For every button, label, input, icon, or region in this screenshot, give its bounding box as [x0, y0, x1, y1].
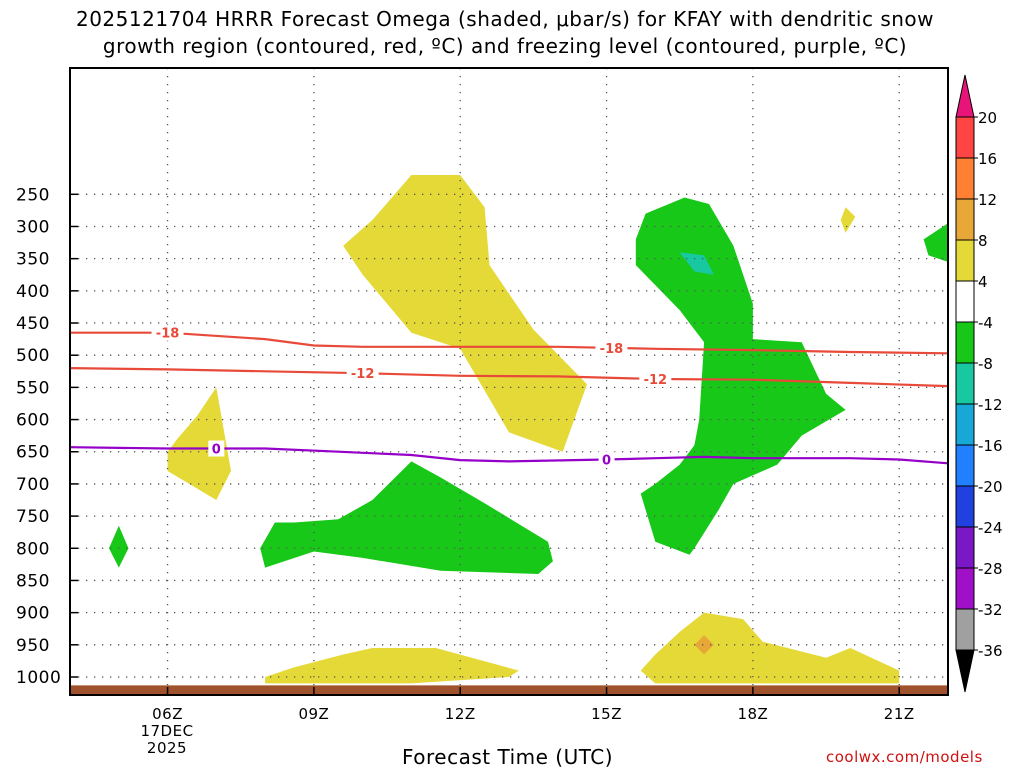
contour-label-minus-18c-0: -18: [156, 327, 180, 342]
y-tick-label-650: 650: [16, 443, 50, 463]
omega-region-orange-core: [694, 635, 714, 655]
y-tick-label-550: 550: [16, 378, 50, 398]
y-tick-label-700: 700: [16, 475, 50, 495]
colorbar-label-9: -20: [978, 478, 1003, 496]
colorbar-swatch-11: [955, 526, 975, 569]
colorbar-bottom-arrow: [955, 649, 975, 693]
colorbar-label-5: -4: [978, 314, 993, 332]
omega-region-green-blob-upper-right: [635, 197, 846, 555]
colorbar-swatch-8: [955, 403, 975, 446]
colorbar-swatch-4: [955, 239, 975, 282]
chart-title: 2025121704 HRRR Forecast Omega (shaded, …: [0, 6, 1010, 60]
colorbar-swatch-13: [955, 608, 975, 651]
y-tick-label-300: 300: [16, 217, 50, 237]
contour-label-minus-12c-1: -12: [644, 373, 668, 388]
colorbar-swatch-10: [955, 485, 975, 528]
y-tick-label-450: 450: [16, 314, 50, 334]
credit-link[interactable]: coolwx.com/models: [826, 748, 983, 766]
colorbar-swatch-2: [955, 157, 975, 200]
title-line-2: growth region (contoured, red, ºC) and f…: [102, 34, 908, 58]
y-tick-label-350: 350: [16, 250, 50, 270]
y-tick-label-850: 850: [16, 571, 50, 591]
y-tick-label-750: 750: [16, 507, 50, 527]
contour-label-bg: [639, 371, 672, 388]
colorbar-label-13: -36: [978, 642, 1003, 660]
x-tick-label-18Z: 18Z: [737, 705, 768, 723]
contour-zero-c-freezing-level: [70, 446, 948, 465]
colorbar-label-7: -12: [978, 396, 1003, 414]
colorbar-label-6: -8: [978, 355, 993, 373]
colorbar: 20 16 12 8 4 -4 -8 -12 -16 -20 -24 -28 -32 -36: [955, 74, 1003, 693]
colorbar-label-3: 8: [978, 232, 988, 250]
colorbar-label-2: 12: [978, 191, 997, 209]
omega-region-yellow-blob-sfc-right: [640, 612, 900, 684]
contour-label-minus-12c-0: -12: [351, 367, 375, 382]
contour-label-bg: [208, 440, 225, 457]
colorbar-swatch-12: [955, 567, 975, 610]
colorbar-swatch-7: [955, 362, 975, 405]
contour-label-zero-c-freezing-level-0: 0: [212, 443, 221, 458]
colorbar-swatch-5: [955, 280, 975, 323]
title-line-1: 2025121704 HRRR Forecast Omega (shaded, …: [75, 7, 935, 31]
omega-region-green-blob-lower: [260, 461, 553, 574]
y-tick-label-950: 950: [16, 636, 50, 656]
contour-label-bg: [151, 324, 184, 341]
x-axis-label: Forecast Time (UTC): [402, 745, 614, 769]
colorbar-swatch-6: [955, 321, 975, 364]
y-tick-label-500: 500: [16, 346, 50, 366]
colorbar-top-arrow: [955, 74, 975, 118]
omega-region-yellow-blob-sfc-left: [265, 648, 519, 684]
contour-label-bg: [598, 451, 615, 468]
omega-region-green-blob-far-right: [923, 223, 948, 262]
x-tick-label-21Z: 21Z: [884, 705, 915, 723]
plot-frame: [69, 67, 949, 696]
x-tick-label-15Z: 15Z: [591, 705, 622, 723]
colorbar-swatch-9: [955, 444, 975, 487]
y-tick-label-250: 250: [16, 185, 50, 205]
y-tick-label-900: 900: [16, 604, 50, 624]
omega-region-yellow-plume-upper: [343, 175, 587, 452]
x-tick-label-12Z: 12Z: [445, 705, 476, 723]
x-tick-label-06Z: 06Z: [152, 705, 183, 723]
contour-label-minus-18c-1: -18: [600, 342, 624, 357]
colorbar-swatch-1: [955, 116, 975, 159]
y-tick-label-400: 400: [16, 282, 50, 302]
plot-area: -18 -18 -12 -12 0 0: [70, 68, 948, 695]
date-day-label: 17DEC: [140, 722, 194, 740]
y-tick-label-1000: 1000: [16, 668, 61, 688]
y-tick-label-800: 800: [16, 539, 50, 559]
colorbar-swatch-3: [955, 198, 975, 241]
contour-label-bg: [595, 339, 628, 356]
contour-label-bg: [346, 365, 379, 382]
x-tick-label-09Z: 09Z: [298, 705, 329, 723]
colorbar-label-0: 20: [978, 109, 997, 127]
omega-region-yellow-blob-left: [167, 387, 231, 500]
contour-minus-12c: [70, 367, 948, 388]
y-tick-label-600: 600: [16, 411, 50, 431]
ground-surface: [70, 685, 948, 695]
contour-minus-18c: [70, 331, 948, 355]
colorbar-label-12: -32: [978, 601, 1003, 619]
omega-region-green-blob-left: [109, 525, 129, 568]
colorbar-label-10: -24: [978, 519, 1003, 537]
colorbar-label-11: -28: [978, 560, 1003, 578]
colorbar-label-4: 4: [978, 273, 988, 291]
omega-region-teal-core: [679, 252, 714, 275]
omega-region-yellow-blob-upper-right: [840, 207, 856, 233]
colorbar-label-8: -16: [978, 437, 1003, 455]
contour-label-zero-c-freezing-level-1: 0: [602, 453, 611, 468]
date-year-label: 2025: [146, 739, 188, 757]
colorbar-label-1: 16: [978, 150, 997, 168]
